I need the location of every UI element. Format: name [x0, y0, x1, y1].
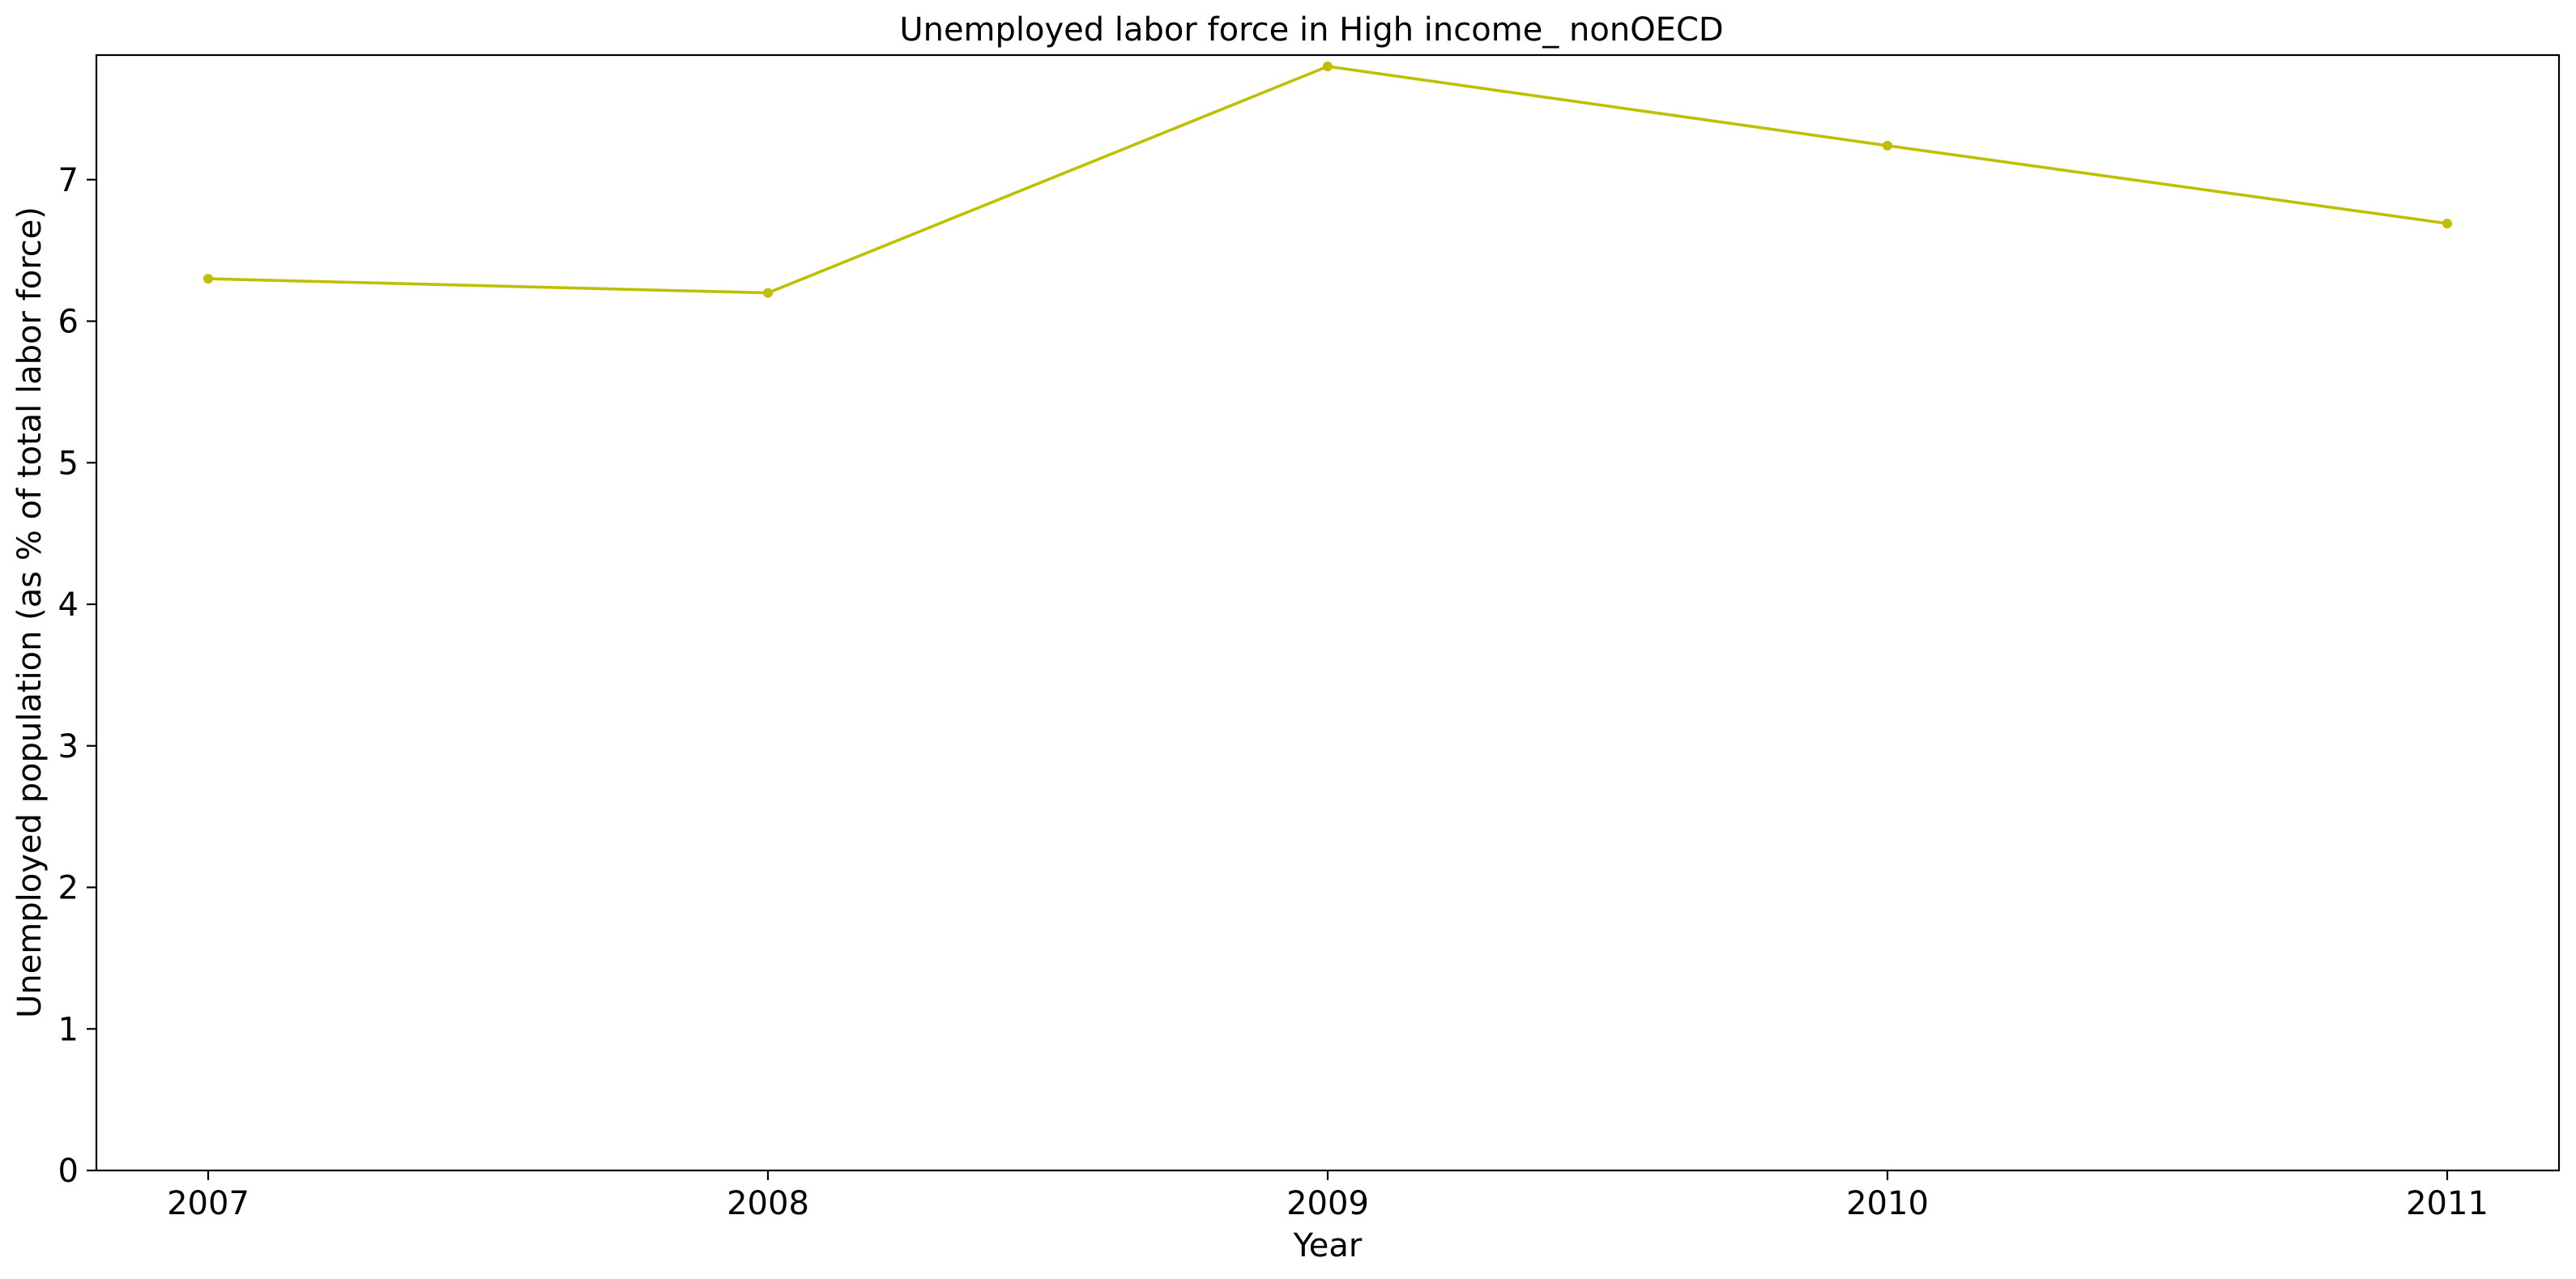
y-tick-label: 6: [58, 304, 79, 341]
data-point: [1323, 61, 1333, 71]
data-point: [763, 288, 773, 298]
y-tick-label: 3: [58, 728, 79, 765]
y-tick-label: 5: [58, 445, 79, 482]
data-point: [2442, 218, 2452, 228]
y-tick-label: 4: [58, 586, 79, 624]
y-tick-label: 2: [58, 870, 79, 907]
plot-area: 0 1 2 3 4 5 6 7 2007 2008 2009 2010 2011: [58, 53, 2561, 1222]
x-tick-label: 2008: [727, 1185, 809, 1222]
data-point: [1883, 140, 1892, 151]
y-axis: 0 1 2 3 4 5 6 7: [58, 162, 96, 1190]
y-axis-label: Unemployed population (as % of total lab…: [11, 207, 49, 1018]
x-axis-label: Year: [1293, 1227, 1363, 1264]
y-tick-label: 0: [58, 1153, 79, 1190]
x-tick-label: 2011: [2406, 1185, 2489, 1222]
chart-title: Unemployed labor force in High income_ n…: [899, 11, 1723, 49]
y-tick-label: 7: [58, 162, 79, 199]
x-tick-label: 2009: [1286, 1185, 1369, 1222]
data-point: [203, 274, 213, 284]
y-tick-label: 1: [58, 1011, 79, 1048]
x-tick-label: 2007: [167, 1185, 249, 1222]
x-axis: 2007 2008 2009 2010 2011: [167, 1170, 2489, 1222]
x-tick-label: 2010: [1846, 1185, 1929, 1222]
series-layer: [203, 61, 2452, 298]
